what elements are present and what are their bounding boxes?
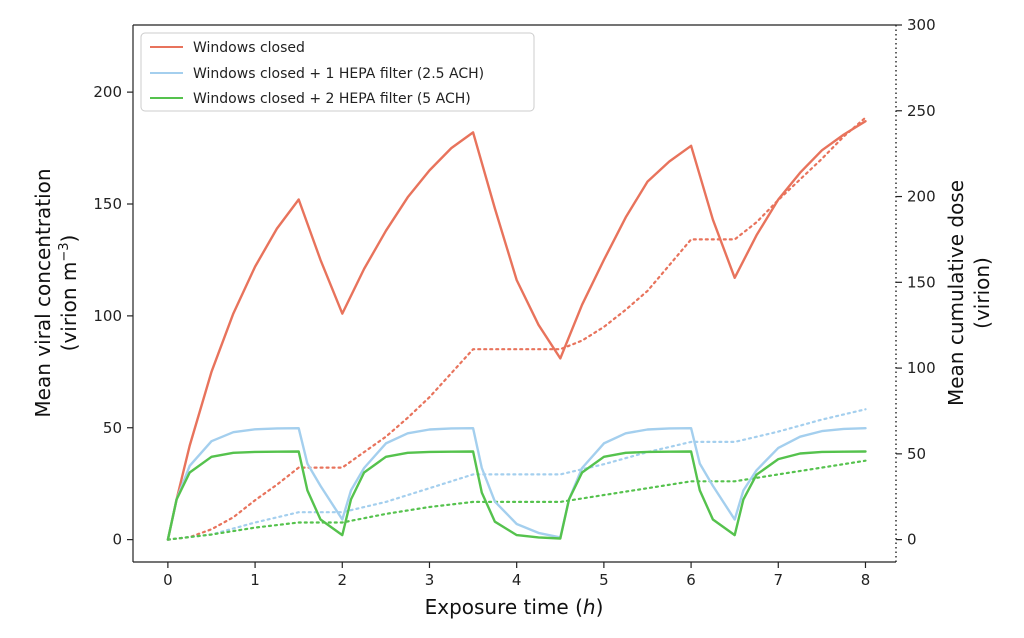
y2-tick-label: 200 — [907, 188, 936, 206]
y2-tick-label: 0 — [907, 531, 917, 549]
y-tick-label: 200 — [93, 83, 122, 101]
y2-tick-label: 250 — [907, 102, 936, 120]
y-axis-title-exponent: −3 — [57, 242, 72, 261]
x-axis-title-close: ) — [596, 595, 604, 619]
plot-background — [133, 25, 896, 562]
series-line-dose-windows-closed — [166, 116, 867, 541]
y2-tick-label: 50 — [907, 445, 926, 463]
x-tick-label: 3 — [425, 571, 435, 589]
x-tick-label: 4 — [512, 571, 522, 589]
y-axis-title-unit: (virion m — [57, 262, 81, 352]
y-axis-title: Mean viral concentration (virion m−3) — [31, 168, 81, 417]
y2-axis-title-line1: Mean cumulative dose — [944, 180, 968, 406]
legend: Windows closed Windows closed + 1 HEPA f… — [140, 32, 535, 112]
y-tick-label: 100 — [93, 307, 122, 325]
y2-tick-label: 100 — [907, 359, 936, 377]
legend-label-windows-closed: Windows closed — [193, 40, 305, 56]
y-axis-title-line2: (virion m−3) — [57, 235, 81, 352]
x-tick-label: 5 — [599, 571, 609, 589]
y-axis-title-line1: Mean viral concentration — [31, 168, 55, 417]
x-axis-title-text: Exposure time ( — [425, 595, 583, 619]
y2-tick-label: 300 — [907, 16, 936, 34]
legend-box — [140, 32, 535, 112]
y-tick-label: 150 — [93, 195, 122, 213]
series-line-concentration-windows-closed-2-hepa-filter-5-ach — [166, 450, 867, 541]
series-layer — [166, 116, 867, 541]
x-tick-label: 8 — [861, 571, 871, 589]
y-tick-label: 50 — [103, 419, 122, 437]
y-axis-title-close: ) — [57, 235, 81, 243]
y2-axis-title: Mean cumulative dose (virion) — [944, 180, 994, 406]
y-tick-label: 0 — [112, 531, 122, 549]
y2-axis-title-line2: (virion) — [970, 257, 994, 329]
x-tick-label: 7 — [774, 571, 784, 589]
y2-tick-label: 150 — [907, 273, 936, 291]
x-tick-label: 6 — [686, 571, 696, 589]
series-line-concentration-windows-closed — [166, 119, 867, 541]
series-line-dose-windows-closed-1-hepa-filter-2-5-ach — [166, 408, 867, 541]
x-tick-label: 2 — [338, 571, 348, 589]
ticks-layer: 0 1 2 3 4 5 6 7 8 0 50 100 150 200 0 50 100 150 200 250 300 — [93, 16, 935, 589]
series-line-dose-windows-closed-2-hepa-filter-5-ach — [166, 459, 867, 541]
x-axis-title: Exposure time (h) — [425, 595, 604, 619]
plot-area — [133, 25, 896, 562]
x-tick-label: 1 — [250, 571, 260, 589]
axes-frame — [132, 24, 897, 563]
legend-label-two-hepa: Windows closed + 2 HEPA filter (5 ACH) — [193, 91, 471, 107]
x-axis-title-variable: h — [583, 595, 596, 619]
legend-label-one-hepa: Windows closed + 1 HEPA filter (2.5 ACH) — [193, 66, 484, 82]
x-tick-label: 0 — [163, 571, 173, 589]
series-line-concentration-windows-closed-1-hepa-filter-2-5-ach — [166, 427, 867, 541]
